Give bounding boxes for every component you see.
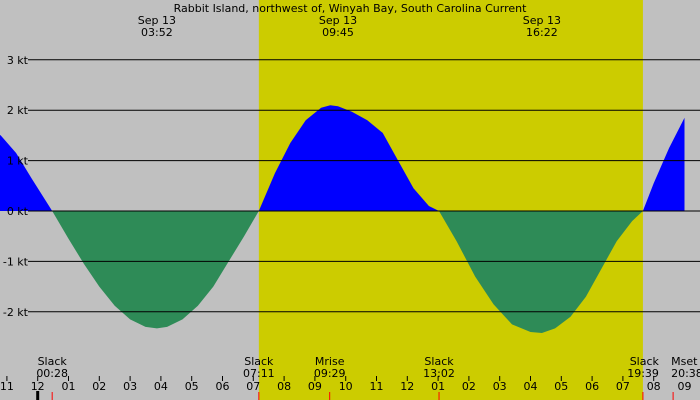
top-date-label: Sep 13 (523, 14, 561, 27)
event-time: 20:38 (671, 367, 700, 380)
event-label: Slack (38, 355, 68, 368)
x-tick-label: 04 (524, 380, 538, 393)
x-tick-label: 11 (0, 380, 14, 393)
x-tick-label: 12 (31, 380, 45, 393)
event-labels: Slack00:28Slack07:11Mrise09:29Slack13:02… (36, 355, 700, 380)
x-tick-label: 07 (246, 380, 260, 393)
x-tick-label: 06 (585, 380, 599, 393)
event-time: 07:11 (243, 367, 275, 380)
event-label: Slack (630, 355, 660, 368)
x-tick-label: 08 (647, 380, 661, 393)
midnight-marker (36, 391, 40, 400)
flood-area-2 (258, 105, 439, 211)
x-tick-label: 01 (431, 380, 445, 393)
x-tick-label: 05 (554, 380, 568, 393)
event-label: Slack (244, 355, 274, 368)
x-tick-label: 10 (339, 380, 353, 393)
x-tick-label: 03 (123, 380, 137, 393)
ebb-area-1 (52, 211, 259, 329)
x-axis-ticks: 11 12 01 02 03 04 05 06 07 08 09 10 11 12 01 02 03 04 05 06… (0, 376, 692, 400)
x-tick-label: 11 (370, 380, 384, 393)
flood-area-0 (0, 135, 53, 211)
x-tick-label: 09 (308, 380, 322, 393)
top-time-label: 09:45 (322, 26, 354, 39)
y-tick-label: -1 kt (3, 255, 29, 268)
event-label: Mset (671, 355, 698, 368)
event-time: 09:29 (314, 367, 346, 380)
grid-lines (28, 59, 700, 313)
x-tick-label: 02 (92, 380, 106, 393)
current-area-group (0, 105, 685, 333)
y-axis-labels: 3 kt 2 kt 1 kt 0 kt -1 kt -2 kt (3, 54, 29, 319)
x-tick-label: 09 (678, 380, 692, 393)
top-time-label: 16:22 (526, 26, 558, 39)
x-tick-label: 05 (185, 380, 199, 393)
x-tick-label: 12 (400, 380, 414, 393)
top-date-label: Sep 13 (319, 14, 357, 27)
event-label: Slack (424, 355, 454, 368)
chart-title: Rabbit Island, northwest of, Winyah Bay,… (174, 2, 527, 15)
event-label: Mrise (315, 355, 345, 368)
top-date-label: Sep 13 (138, 14, 176, 27)
y-tick-label: 3 kt (7, 54, 29, 67)
y-tick-label: -2 kt (3, 306, 29, 319)
x-tick-label: 03 (493, 380, 507, 393)
x-tick-label: 04 (154, 380, 168, 393)
ebb-area-3 (439, 211, 643, 333)
y-tick-label: 2 kt (7, 104, 29, 117)
x-tick-label: 06 (216, 380, 230, 393)
event-time: 00:28 (36, 367, 68, 380)
y-tick-label: 1 kt (7, 155, 29, 168)
x-tick-label: 02 (462, 380, 476, 393)
event-time: 13:02 (423, 367, 455, 380)
y-tick-label: 0 kt (7, 205, 29, 218)
top-time-label: 03:52 (141, 26, 173, 39)
event-time: 19:39 (627, 367, 659, 380)
x-tick-label: 07 (616, 380, 630, 393)
x-tick-label: 01 (62, 380, 76, 393)
flood-area-4 (642, 117, 685, 211)
x-tick-label: 08 (277, 380, 291, 393)
